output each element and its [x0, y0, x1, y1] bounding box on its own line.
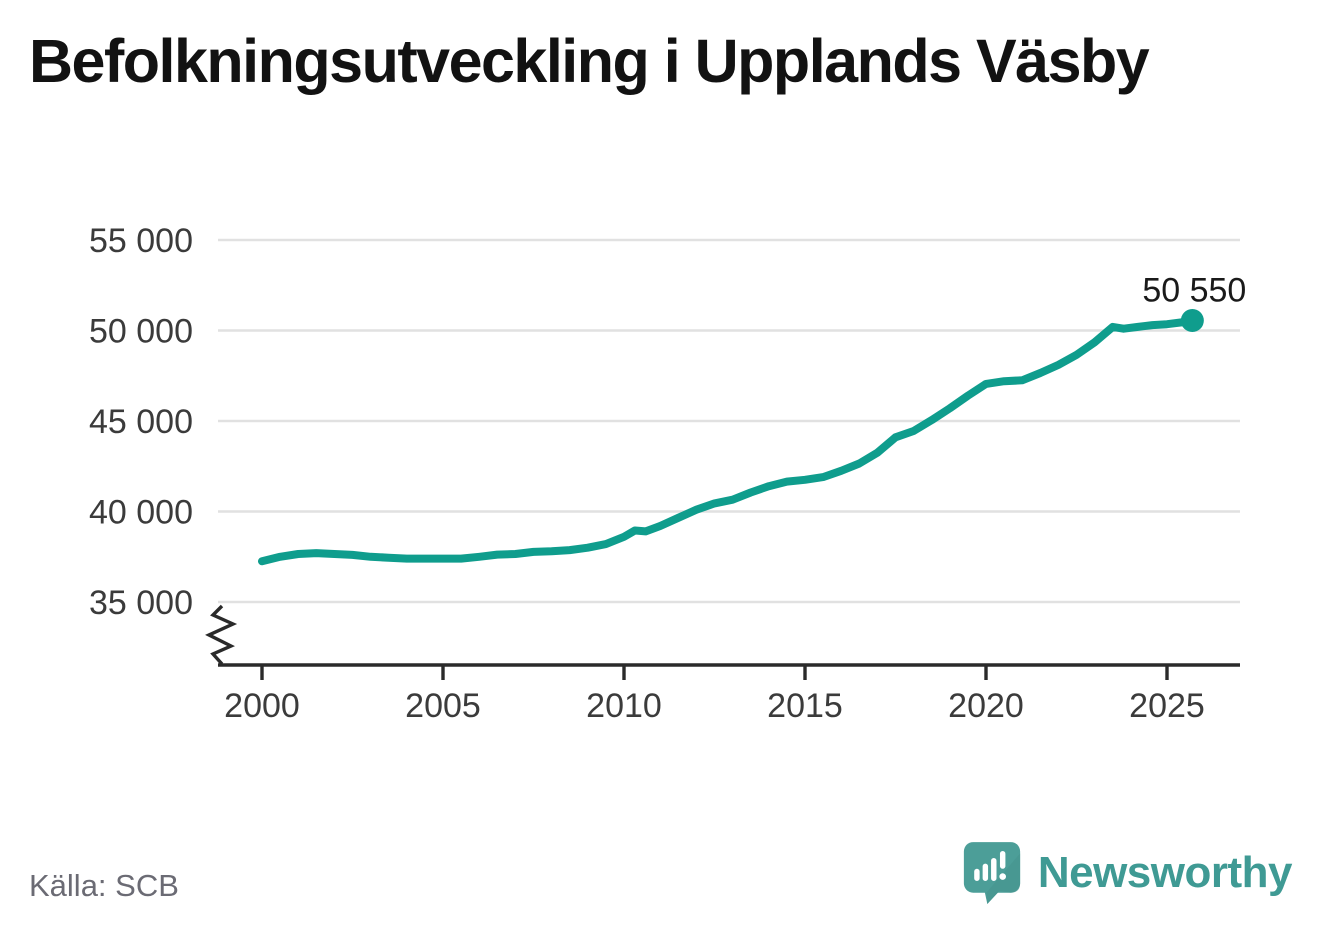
newsworthy-logo-icon: [963, 842, 1020, 904]
y-tick-label: 40 000: [89, 494, 193, 532]
chart-title: Befolkningsutveckling i Upplands Väsby: [29, 27, 1150, 95]
y-tick-label: 55 000: [89, 222, 193, 260]
source-note: Källa: SCB: [29, 868, 179, 903]
x-tick-label: 2025: [1129, 687, 1205, 725]
newsworthy-logo: Newsworthy: [962, 840, 1293, 906]
x-tick-label: 2020: [948, 687, 1024, 725]
population-line-chart: 55 000 50 000 45 000 40 000 35 000 2000 2005 20…: [89, 222, 1246, 725]
y-tick-label: 50 000: [89, 313, 193, 351]
x-tick-label: 2015: [767, 687, 843, 725]
x-tick-label: 2010: [586, 687, 662, 725]
y-axis-break-icon: [205, 604, 238, 666]
logo-exclamation-icon: [999, 850, 1006, 880]
series-end-dot: [1180, 309, 1204, 333]
x-tick-label: 2000: [224, 687, 300, 725]
newsworthy-wordmark: Newsworthy: [1037, 848, 1293, 897]
population-series-line: [258, 316, 1197, 566]
x-tick-label: 2005: [405, 687, 481, 725]
y-tick-label: 45 000: [89, 403, 193, 441]
y-tick-label: 35 000: [89, 584, 193, 622]
series-end-value-label: 50 550: [1142, 272, 1246, 310]
logo-bar-chart-icon: [974, 858, 997, 881]
